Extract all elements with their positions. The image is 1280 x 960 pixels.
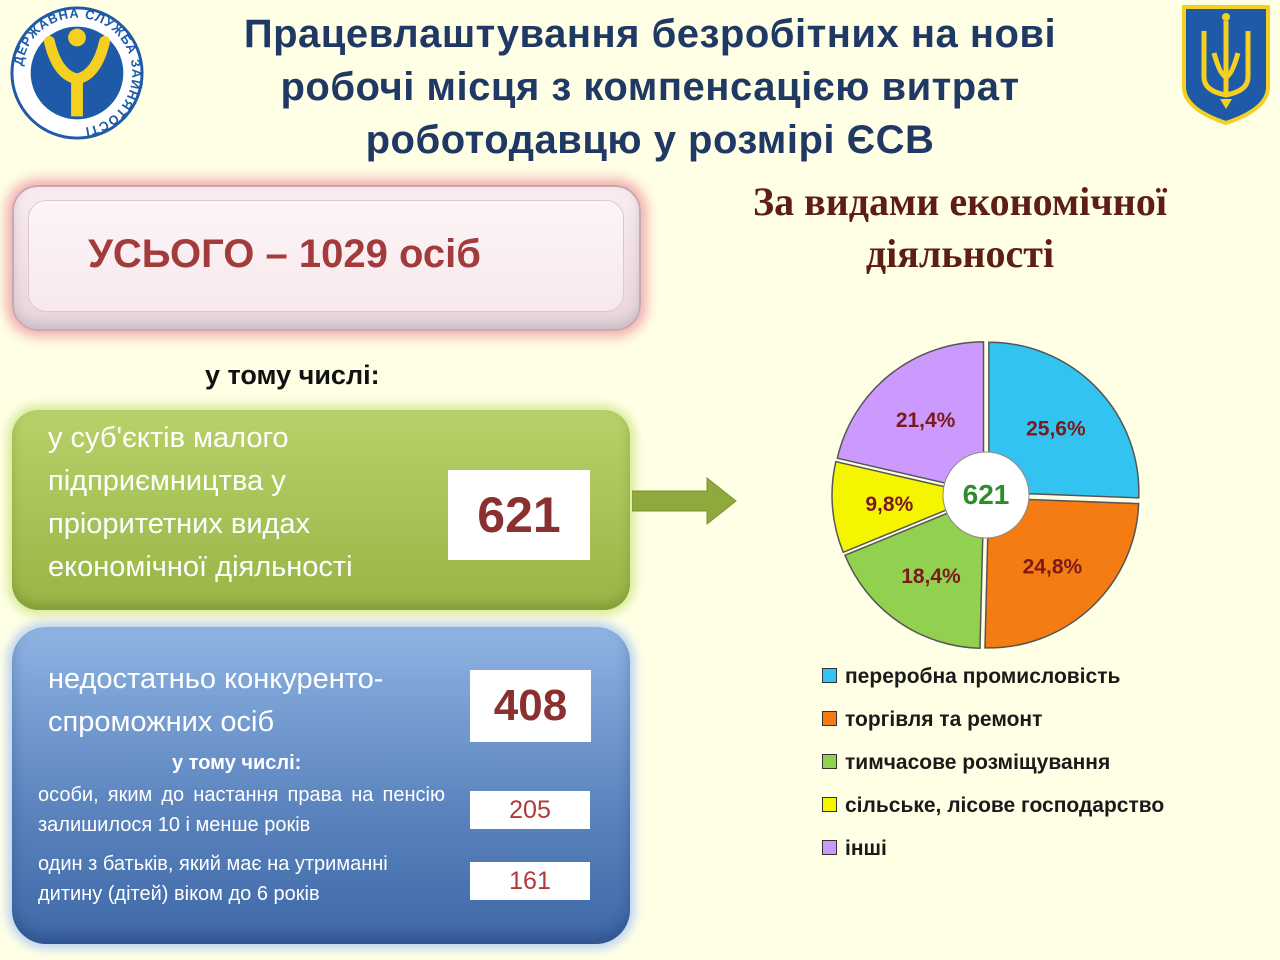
legend-label: торгівля та ремонт xyxy=(845,708,1043,731)
legend-swatch xyxy=(822,710,837,726)
legend-label: тимчасове розміщування xyxy=(845,751,1111,774)
pie-data-label: 21,4% xyxy=(896,409,956,432)
pie-center-circle xyxy=(942,451,1030,539)
legend-swatch xyxy=(822,667,837,683)
employment-service-logo: ДЕРЖАВНА СЛУЖБА ЗАЙНЯТОСТІ xyxy=(10,6,144,140)
small-business-value-box xyxy=(448,470,590,560)
page-title: Працевлаштування безробітних на нові роб… xyxy=(170,8,1130,167)
chart-title: За видами економічної діяльності xyxy=(753,179,1167,276)
total-text: УСЬОГО – 1029 осіб xyxy=(88,232,481,276)
uncompetitive-including-label: у тому числі: xyxy=(172,752,302,774)
title-line-3: роботодавцю у розмірі ЄСВ xyxy=(365,118,935,162)
uncompetitive-value: 408 xyxy=(493,681,568,730)
pie-data-label: 24,8% xyxy=(1023,556,1083,579)
legend-item: торгівля та ремонт xyxy=(822,708,1042,732)
arrow-right-icon xyxy=(632,476,737,526)
pie-data-label: 25,6% xyxy=(1026,418,1086,441)
including-label: у тому числі: xyxy=(205,360,380,390)
legend-swatch xyxy=(822,753,837,769)
title-line-2: робочі місця з компенсацією витрат xyxy=(280,65,1020,109)
legend-swatch xyxy=(822,839,837,855)
pie-data-label: 18,4% xyxy=(901,565,961,588)
legend-label: сільське, лісове господарство xyxy=(845,794,1165,817)
coat-of-arms-icon xyxy=(1182,5,1270,126)
pie-center-label: 621 xyxy=(963,479,1010,510)
pie-slice xyxy=(843,497,985,650)
legend-label: інші xyxy=(845,837,887,860)
pre-retirement-value-box xyxy=(470,791,590,829)
parents-text: один з батьків, який має на утриманні ди… xyxy=(38,853,388,905)
title-line-1: Працевлаштування безробітних на нові xyxy=(243,12,1057,56)
uncompetitive-text: недостатньо конкуренто-спроможних осіб xyxy=(48,663,384,738)
pie-slice xyxy=(988,341,1140,499)
legend-item: тимчасове розміщування xyxy=(822,751,1110,775)
pie-slice xyxy=(984,497,1140,649)
pie-slice xyxy=(831,460,985,554)
small-business-value: 621 xyxy=(477,487,561,543)
legend-item: переробна промисловість xyxy=(822,665,1120,689)
uncompetitive-value-box xyxy=(470,670,591,742)
pie-data-label: 9,8% xyxy=(865,493,913,516)
small-business-text: у суб'єктів малого підприємництва у пріо… xyxy=(48,422,353,583)
total-panel-inner xyxy=(28,200,624,312)
legend-item: інші xyxy=(822,837,887,861)
pie-chart: 25,6% 24,8% 18,4% 9,8% 21,4% 621 xyxy=(831,341,1140,650)
parents-value: 161 xyxy=(509,867,551,895)
pie-slice xyxy=(836,341,985,493)
legend-label: переробна промисловість xyxy=(845,665,1121,688)
legend-swatch xyxy=(822,796,837,812)
parents-value-box xyxy=(470,862,590,900)
legend-item: сільське, лісове господарство xyxy=(822,794,1164,818)
pre-retirement-text: особи, яким до настання права на пенсію … xyxy=(38,784,445,836)
pre-retirement-value: 205 xyxy=(509,796,551,824)
